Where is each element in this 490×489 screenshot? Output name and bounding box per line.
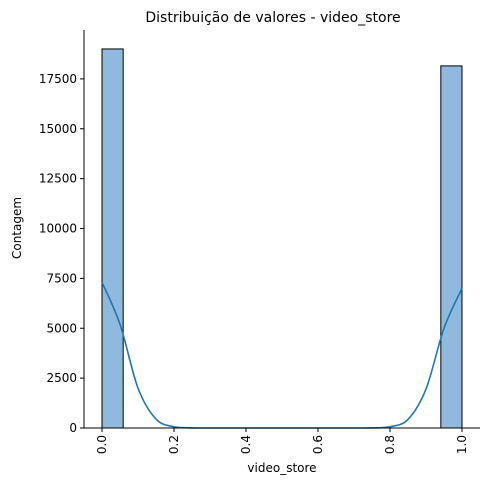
histogram-bar-1 — [440, 65, 463, 429]
y-axis-label: Contagem — [10, 197, 24, 259]
chart-title: Distribuição de valores - video_store — [145, 10, 400, 26]
y-tick-label: 2500 — [46, 371, 77, 385]
x-tick-label: 1.0 — [455, 435, 469, 454]
y-tick-label: 12500 — [39, 172, 77, 186]
x-tick-label: 0.0 — [95, 435, 109, 454]
histogram-bar-0 — [101, 48, 124, 429]
histogram-bars — [101, 48, 463, 429]
y-tick-label: 7500 — [46, 271, 77, 285]
x-tick-label: 0.4 — [239, 435, 253, 454]
y-tick-label: 5000 — [46, 321, 77, 335]
x-tick-label: 0.8 — [383, 435, 397, 454]
y-tick-label: 15000 — [39, 122, 77, 136]
y-tick-label: 0 — [69, 421, 77, 435]
y-tick-label: 17500 — [39, 72, 77, 86]
kde-curve — [101, 282, 463, 429]
x-tick-label: 0.2 — [167, 435, 181, 454]
x-tick-label: 0.6 — [311, 435, 325, 454]
y-tick-label: 10000 — [39, 222, 77, 236]
y-axis-ticks: 0 2500 5000 7500 10000 12500 15000 17500 — [39, 72, 84, 435]
x-axis-ticks: 0.0 0.2 0.4 0.6 0.8 1.0 — [95, 428, 469, 454]
x-axis-label: video_store — [247, 461, 316, 475]
